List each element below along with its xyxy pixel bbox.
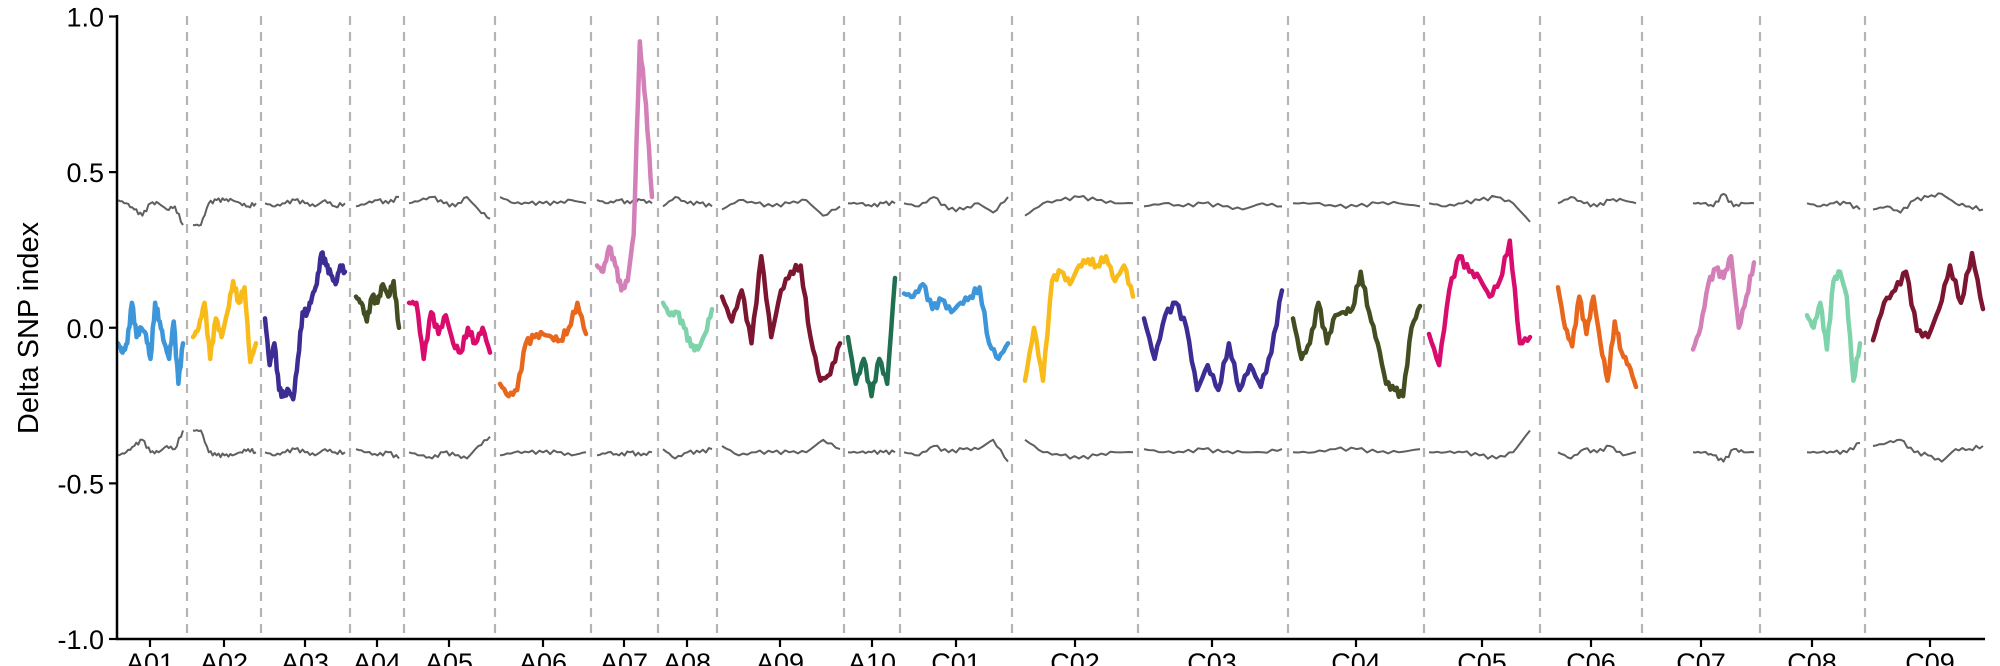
- upper-threshold-line-c01: [903, 196, 1009, 214]
- x-tick-label-c08: C08: [1787, 648, 1837, 666]
- x-tick-label-a02: A02: [200, 648, 248, 666]
- lower-threshold-line-a05: [408, 436, 491, 460]
- delta-snp-line-a01: [115, 300, 186, 387]
- upper-threshold-line-c03: [1143, 201, 1283, 211]
- upper-threshold-line-c06: [1557, 196, 1637, 208]
- delta-snp-line-a02: [190, 278, 259, 365]
- y-tick-label: 1.0: [66, 3, 104, 33]
- lower-threshold-line-a10: [847, 449, 896, 456]
- x-tick-label-a01: A01: [126, 648, 174, 666]
- x-tick-label-c04: C04: [1331, 648, 1381, 666]
- x-tick-label-c03: C03: [1187, 648, 1237, 666]
- delta-snp-line-c01: [901, 281, 1011, 362]
- x-tick-label-c09: C09: [1905, 648, 1955, 666]
- y-tick-label: -1.0: [57, 625, 104, 655]
- chromosome-separators: [185, 16, 1867, 639]
- delta-snp-line-a06: [497, 300, 589, 399]
- delta-snp-line-c08: [1804, 269, 1863, 383]
- delta-snp-line-a03: [262, 250, 348, 402]
- y-tick-label: 0.5: [66, 158, 104, 188]
- lower-threshold-line-c08: [1806, 441, 1861, 455]
- x-tick-label-a06: A06: [519, 648, 567, 666]
- x-tick-label-a07: A07: [600, 648, 648, 666]
- upper-threshold-line-c09: [1872, 192, 1984, 214]
- threshold-lines: [117, 192, 1984, 463]
- lower-threshold-line-c04: [1292, 446, 1421, 455]
- lower-threshold-line-a09: [721, 438, 841, 457]
- lower-threshold-line-a07: [596, 450, 653, 457]
- delta-snp-line-a10: [845, 275, 898, 399]
- delta-snp-line-c02: [1022, 253, 1136, 383]
- x-tick-label-c02: C02: [1050, 648, 1100, 666]
- y-ticks: 1.0 0.5 0.0 -0.5 -1.0: [57, 3, 117, 655]
- x-tick-label-c06: C06: [1566, 648, 1616, 666]
- delta-snp-line-a09: [719, 253, 843, 383]
- lower-threshold-line-c07: [1692, 447, 1755, 463]
- upper-threshold-line-a09: [721, 198, 841, 217]
- axes: [115, 15, 1985, 641]
- x-tick-label-c07: C07: [1676, 648, 1726, 666]
- x-tick-label-a09: A09: [756, 648, 804, 666]
- upper-threshold-line-c08: [1806, 200, 1861, 211]
- upper-threshold-line-c07: [1692, 192, 1755, 208]
- lower-threshold-line-a01: [117, 430, 184, 457]
- upper-threshold-line-a02: [192, 197, 257, 227]
- lower-threshold-line-c02: [1024, 438, 1134, 460]
- lower-threshold-line-a06: [499, 449, 587, 457]
- x-ticks: A01 A02 A03 A04 A05 A06 A07 A08 A09 A10 C01 C02 C03 C…: [126, 639, 1955, 666]
- lower-threshold-line-c06: [1557, 444, 1637, 460]
- x-tick-label-a10: A10: [848, 648, 896, 666]
- lower-threshold-line-a02: [192, 429, 257, 459]
- upper-threshold-line-a07: [596, 198, 653, 205]
- upper-threshold-line-c02: [1024, 195, 1134, 217]
- x-tick-label-a05: A05: [425, 648, 473, 666]
- delta-snp-line-c07: [1690, 253, 1757, 352]
- upper-threshold-line-a05: [408, 195, 491, 220]
- delta-snp-line-a07: [594, 39, 655, 293]
- lower-threshold-line-a03: [264, 447, 346, 457]
- upper-threshold-line-a03: [264, 198, 346, 209]
- delta-snp-line-a04: [353, 278, 402, 331]
- lower-threshold-line-c01: [903, 438, 1009, 463]
- y-axis-title: Delta SNP index: [13, 221, 45, 434]
- delta-snp-line-c06: [1555, 285, 1639, 390]
- upper-threshold-line-c05: [1428, 194, 1531, 223]
- upper-threshold-line-a01: [117, 199, 184, 226]
- delta-snp-line-a05: [406, 299, 493, 362]
- upper-threshold-line-a06: [499, 196, 587, 207]
- lower-threshold-line-a08: [662, 447, 713, 460]
- x-tick-label-c05: C05: [1457, 648, 1507, 666]
- lower-threshold-line-c09: [1872, 438, 1984, 463]
- y-tick-label: 0.0: [66, 314, 104, 344]
- x-tick-label-a03: A03: [281, 648, 329, 666]
- series-lines: [115, 39, 1986, 402]
- x-tick-label-a08: A08: [663, 648, 711, 666]
- lower-threshold-line-c05: [1428, 429, 1531, 460]
- x-tick-label-c01: C01: [931, 648, 981, 666]
- upper-threshold-line-c04: [1292, 200, 1421, 209]
- upper-threshold-line-a08: [662, 196, 713, 208]
- x-tick-label-a04: A04: [353, 648, 401, 666]
- delta-snp-line-c03: [1141, 288, 1285, 393]
- delta-snp-line-c09: [1870, 250, 1986, 343]
- delta-snp-line-c05: [1426, 238, 1533, 368]
- y-tick-label: -0.5: [57, 469, 104, 499]
- lower-threshold-line-c03: [1143, 447, 1283, 455]
- upper-threshold-line-a10: [847, 200, 896, 208]
- delta-snp-line-a08: [660, 300, 715, 353]
- delta-snp-line-c04: [1290, 269, 1423, 400]
- upper-threshold-line-a04: [355, 195, 400, 208]
- lower-threshold-line-a04: [355, 448, 400, 460]
